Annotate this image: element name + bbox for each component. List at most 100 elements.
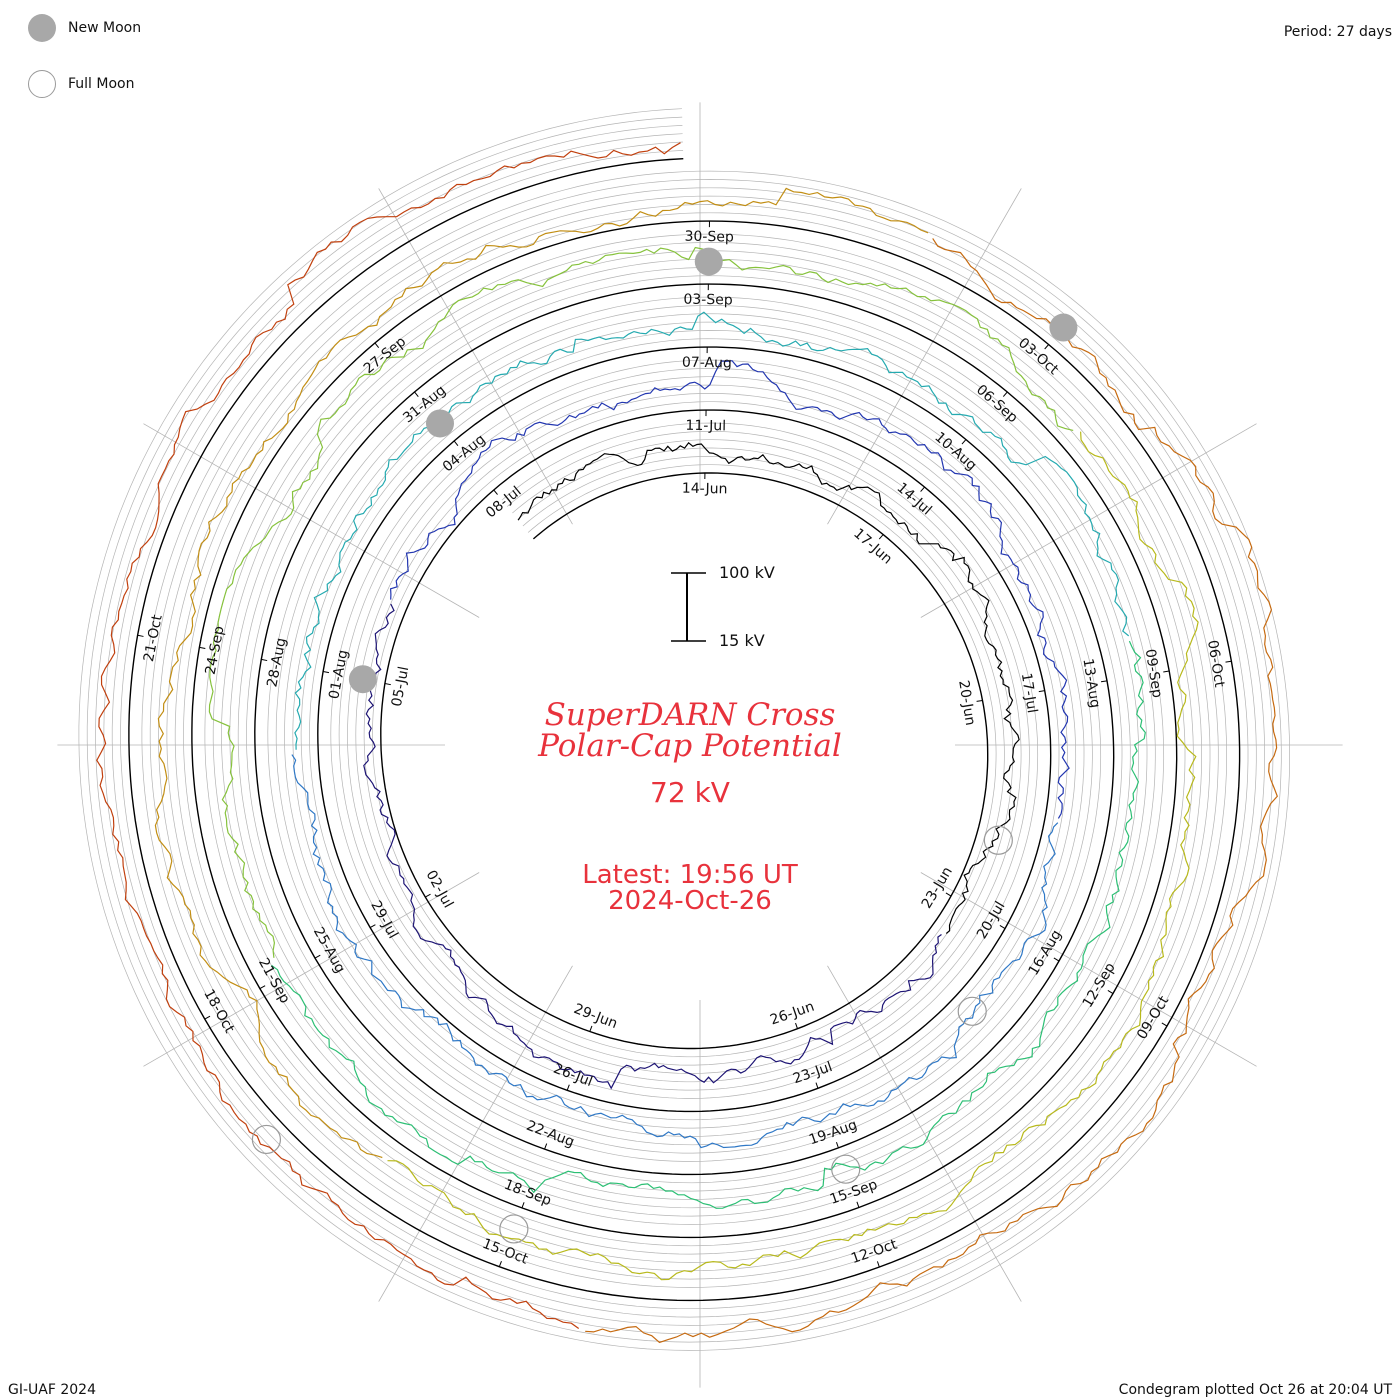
date-tick: [1163, 670, 1170, 673]
scale-bottom-label: 15 kV: [719, 631, 765, 650]
date-label: 13-Aug: [1079, 657, 1103, 709]
radial-spoke: [920, 423, 1257, 618]
potential-trace: [154, 187, 929, 1159]
date-tick: [566, 1084, 570, 1091]
date-tick: [878, 534, 884, 540]
axis-ring-layer: [128, 158, 1241, 1302]
date-label: 27-Sep: [361, 334, 409, 378]
date-tick: [453, 440, 459, 446]
date-tick: [1053, 957, 1060, 962]
date-tick: [314, 954, 321, 959]
date-tick: [1044, 344, 1050, 350]
potential-trace: [294, 311, 1130, 750]
new-moon-marker: [348, 665, 377, 694]
date-label: 29-Jul: [367, 898, 401, 941]
date-tick: [425, 893, 431, 898]
potential-trace: [208, 246, 1074, 958]
date-label: 28-Aug: [264, 636, 289, 688]
latest-date: 2024-Oct-26: [608, 886, 772, 916]
full-moon-marker: [983, 825, 1013, 855]
date-tick: [323, 670, 330, 674]
radial-spoke: [827, 188, 1022, 525]
data-trace-layer: [96, 142, 1278, 1344]
potential-trace: [389, 360, 1070, 819]
date-tick: [945, 892, 952, 897]
date-tick: [1038, 690, 1045, 693]
full-moon-marker: [499, 1214, 529, 1244]
date-label: 23-Jul: [791, 1059, 835, 1087]
potential-trace: [363, 603, 942, 1090]
date-label: 01-Aug: [326, 648, 351, 700]
radial-spoke: [143, 423, 480, 618]
date-tick: [493, 489, 498, 495]
full-moon-marker: [251, 1124, 282, 1155]
date-label: 17-Jul: [1018, 672, 1040, 715]
date-label: 06-Oct: [1204, 639, 1227, 689]
radial-spoke: [378, 965, 573, 1302]
new-moon-marker: [694, 247, 723, 276]
date-label: 09-Sep: [1142, 648, 1166, 699]
date-tick: [1002, 391, 1008, 397]
footer-credit: GI-UAF 2024: [8, 1382, 96, 1398]
date-tick: [856, 1201, 860, 1208]
date-label: 14-Jun: [682, 481, 728, 498]
date-label: 14-Jul: [893, 480, 934, 519]
date-label: 07-Aug: [682, 355, 732, 372]
date-tick: [815, 1082, 819, 1089]
latest-block: Latest: 19:56 UT 2024-Oct-26: [450, 862, 930, 914]
new-moon-marker: [425, 409, 454, 438]
date-label: 20-Jun: [955, 679, 978, 726]
axis-spiral: [128, 158, 1241, 1302]
date-label: 15-Sep: [828, 1177, 880, 1208]
current-value: 72 kV: [650, 776, 730, 809]
footer-plot-time: Condegram plotted Oct 26 at 20:04 UT: [1118, 1382, 1392, 1398]
grid-spiral: [111, 141, 1257, 1318]
date-label: 17-Jun: [850, 526, 895, 568]
date-tick: [199, 646, 206, 649]
potential-trace: [96, 142, 681, 1329]
grid-spiral: [86, 116, 1282, 1343]
date-tick: [369, 924, 376, 928]
legend-full-moon: Full Moon: [28, 70, 134, 98]
date-tick: [384, 683, 391, 686]
date-tick: [521, 1202, 525, 1209]
radial-spoke: [143, 872, 480, 1067]
date-tick: [835, 1142, 839, 1149]
date-tick: [999, 925, 1006, 929]
grid-spiral: [78, 108, 1290, 1351]
potential-trace: [271, 640, 1146, 1209]
date-tick: [374, 342, 380, 348]
date-label: 26-Jul: [551, 1061, 595, 1090]
new-moon-icon: [28, 14, 56, 42]
date-label: 30-Sep: [684, 229, 734, 246]
period-label: Period: 27 days: [1283, 24, 1392, 40]
scale-top-label: 100 kV: [719, 563, 775, 582]
date-tick: [1100, 680, 1108, 683]
date-label: 21-Oct: [141, 613, 166, 663]
date-label: 11-Jul: [685, 418, 726, 435]
date-tick: [961, 439, 967, 445]
date-label: 08-Jul: [483, 483, 525, 521]
date-tick: [795, 1022, 798, 1029]
potential-trace: [517, 441, 1020, 934]
date-label: 18-Sep: [502, 1177, 554, 1210]
new-moon-label: New Moon: [68, 20, 142, 36]
date-tick: [414, 391, 419, 397]
date-tick: [259, 985, 266, 989]
radial-spoke: [378, 188, 573, 525]
potential-trace: [387, 431, 1199, 1281]
date-label: 03-Sep: [683, 292, 733, 309]
date-tick: [204, 1015, 211, 1020]
potential-trace: [291, 754, 1059, 1149]
full-moon-marker: [831, 1154, 861, 1184]
full-moon-marker: [957, 996, 987, 1026]
latest-time: Latest: 19:56 UT: [582, 860, 798, 890]
date-label: 06-Sep: [973, 382, 1021, 426]
chart-title: SuperDARN Cross Polar-Cap Potential: [450, 700, 930, 762]
date-tick: [589, 1025, 593, 1032]
date-tick: [1161, 1022, 1168, 1027]
date-tick: [544, 1143, 548, 1150]
date-label: 10-Aug: [931, 429, 979, 474]
date-label: 16-Aug: [1026, 927, 1065, 978]
full-moon-icon: [28, 70, 56, 98]
